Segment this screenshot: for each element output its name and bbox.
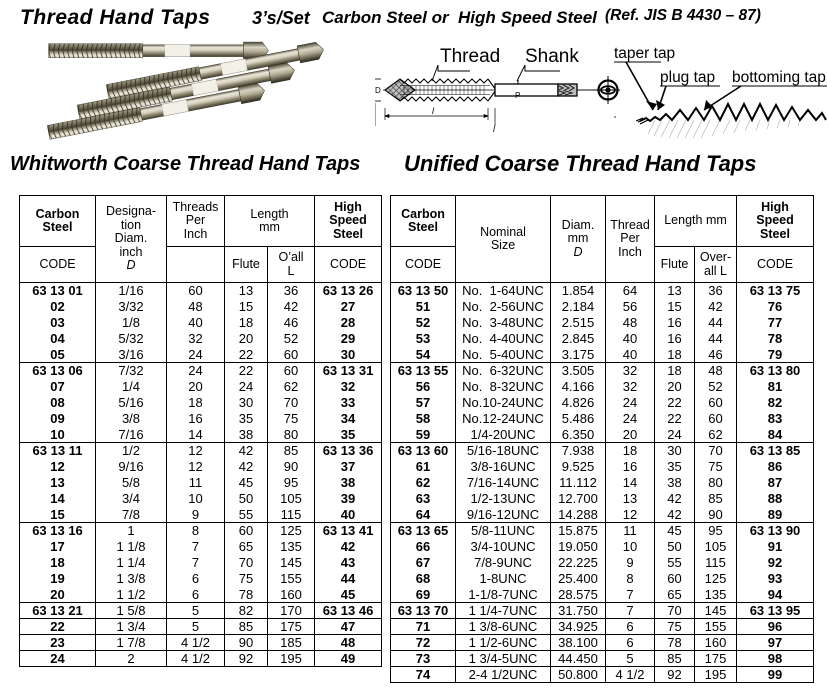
svg-text:D: D	[375, 86, 381, 95]
svg-text:l: l	[493, 124, 496, 134]
svg-text:l: l	[432, 106, 435, 116]
svg-text:plug tap: plug tap	[660, 69, 715, 86]
svg-text:P: P	[515, 91, 520, 100]
svg-text:Thread: Thread	[440, 46, 500, 67]
svg-text:Shank: Shank	[525, 46, 579, 67]
svg-text:bottoming tap: bottoming tap	[732, 69, 826, 86]
svg-text:taper tap: taper tap	[614, 45, 675, 62]
